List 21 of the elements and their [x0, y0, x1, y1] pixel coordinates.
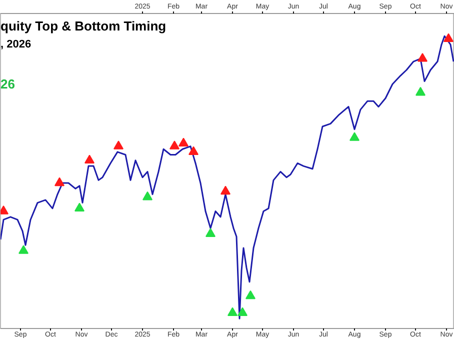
point [18, 245, 28, 254]
point [142, 191, 152, 200]
point [54, 177, 64, 186]
point [350, 132, 360, 141]
point [170, 140, 180, 150]
annotation: 26 [0, 76, 15, 92]
point [238, 307, 248, 316]
point [220, 186, 230, 195]
point [84, 154, 94, 164]
point [418, 53, 428, 62]
point [416, 86, 426, 96]
chart-subtitle: , 2026 [0, 38, 32, 50]
point [228, 307, 238, 316]
point [206, 228, 216, 237]
point [246, 290, 256, 300]
point [74, 202, 84, 212]
point [178, 138, 188, 147]
point [444, 33, 454, 42]
chart-title: quity Top & Bottom Timing [0, 18, 166, 34]
point [114, 140, 124, 150]
point [188, 146, 198, 156]
